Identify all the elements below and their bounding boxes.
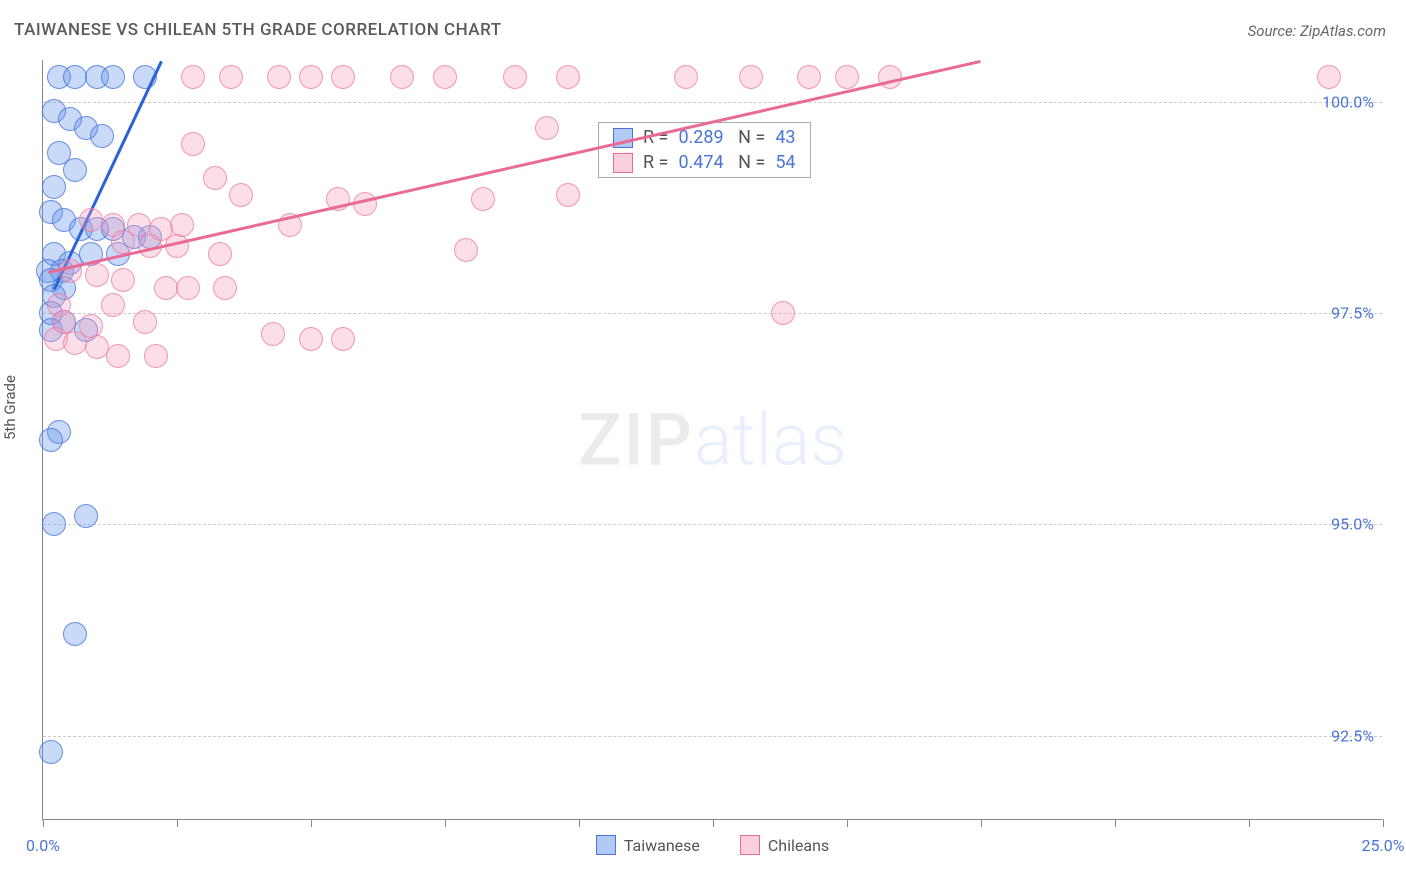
stats-row-taiwanese: R = 0.289 N = 43 — [599, 125, 810, 150]
scatter-point — [63, 158, 87, 182]
gridline — [43, 102, 1382, 103]
scatter-point — [454, 238, 478, 262]
scatter-point — [111, 268, 135, 292]
scatter-point — [1317, 65, 1341, 89]
scatter-point — [42, 512, 66, 536]
scatter-point — [133, 310, 157, 334]
x-tick — [579, 819, 580, 827]
scatter-point — [739, 65, 763, 89]
x-tick-label: 25.0% — [1362, 836, 1405, 855]
scatter-point — [58, 259, 82, 283]
scatter-point — [267, 65, 291, 89]
legend-label: Taiwanese — [624, 836, 700, 855]
scatter-point — [208, 242, 232, 266]
scatter-point — [63, 65, 87, 89]
scatter-point — [797, 65, 821, 89]
gridline — [43, 524, 1382, 525]
trendline — [48, 60, 981, 274]
scatter-point — [63, 331, 87, 355]
gridline — [43, 313, 1382, 314]
x-tick — [1383, 819, 1384, 827]
y-tick-label: 97.5% — [1331, 304, 1374, 323]
stat-n-label: N = — [734, 152, 766, 173]
scatter-point — [144, 344, 168, 368]
scatter-point — [203, 166, 227, 190]
scatter-point — [85, 335, 109, 359]
scatter-point — [390, 65, 414, 89]
scatter-point — [101, 65, 125, 89]
scatter-point — [74, 504, 98, 528]
watermark-light: atlas — [694, 397, 847, 482]
x-tick — [1249, 819, 1250, 827]
legend-item-taiwanese: Taiwanese — [596, 835, 700, 855]
scatter-point — [42, 175, 66, 199]
stat-n-label: N = — [734, 127, 766, 148]
scatter-point — [261, 322, 285, 346]
scatter-point — [299, 65, 323, 89]
gridline — [43, 736, 1382, 737]
chart-title: TAIWANESE VS CHILEAN 5TH GRADE CORRELATI… — [14, 20, 502, 40]
scatter-point — [176, 276, 200, 300]
stat-r-value: 0.474 — [678, 152, 723, 173]
y-tick-label: 95.0% — [1331, 515, 1374, 534]
source-label: Source: ZipAtlas.com — [1248, 22, 1386, 40]
scatter-point — [79, 208, 103, 232]
x-tick — [847, 819, 848, 827]
stats-row-chileans: R = 0.474 N = 54 — [599, 150, 810, 175]
scatter-point — [85, 263, 109, 287]
scatter-point — [674, 65, 698, 89]
scatter-point — [181, 132, 205, 156]
x-tick — [177, 819, 178, 827]
scatter-point — [90, 124, 114, 148]
stat-r-label: R = — [643, 152, 668, 173]
scatter-point — [63, 622, 87, 646]
scatter-point — [213, 276, 237, 300]
x-tick — [43, 819, 44, 827]
x-tick — [445, 819, 446, 827]
scatter-point — [556, 65, 580, 89]
legend-label: Chileans — [768, 836, 829, 855]
scatter-point — [878, 65, 902, 89]
scatter-point — [111, 230, 135, 254]
scatter-point — [219, 65, 243, 89]
x-tick-label: 0.0% — [26, 836, 60, 855]
swatch-pink-icon — [613, 153, 633, 173]
scatter-point — [229, 183, 253, 207]
stat-n-value: 43 — [775, 127, 795, 148]
scatter-point — [556, 183, 580, 207]
scatter-point — [331, 327, 355, 351]
swatch-pink-icon — [740, 835, 760, 855]
y-tick-label: 92.5% — [1331, 726, 1374, 745]
scatter-point — [471, 187, 495, 211]
legend-item-chileans: Chileans — [740, 835, 829, 855]
scatter-point — [835, 65, 859, 89]
scatter-point — [771, 301, 795, 325]
scatter-point — [535, 116, 559, 140]
scatter-point — [503, 65, 527, 89]
scatter-point — [154, 276, 178, 300]
scatter-plot-area: ZIPatlas R = 0.289 N = 43 R = 0.474 N = … — [42, 60, 1382, 820]
correlation-stats-box: R = 0.289 N = 43 R = 0.474 N = 54 — [598, 122, 811, 178]
y-axis-label: 5th Grade — [1, 375, 19, 440]
scatter-point — [39, 428, 63, 452]
scatter-point — [433, 65, 457, 89]
x-tick — [713, 819, 714, 827]
x-tick — [1115, 819, 1116, 827]
scatter-point — [181, 65, 205, 89]
watermark: ZIPatlas — [578, 397, 847, 482]
x-tick — [311, 819, 312, 827]
scatter-point — [106, 344, 130, 368]
stat-n-value: 54 — [775, 152, 795, 173]
stat-r-value: 0.289 — [678, 127, 723, 148]
x-tick — [981, 819, 982, 827]
scatter-point — [331, 65, 355, 89]
swatch-blue-icon — [596, 835, 616, 855]
scatter-point — [299, 327, 323, 351]
y-tick-label: 100.0% — [1322, 93, 1374, 112]
watermark-bold: ZIP — [578, 397, 694, 482]
scatter-point — [39, 740, 63, 764]
scatter-point — [101, 293, 125, 317]
legend: Taiwanese Chileans — [43, 835, 1382, 855]
